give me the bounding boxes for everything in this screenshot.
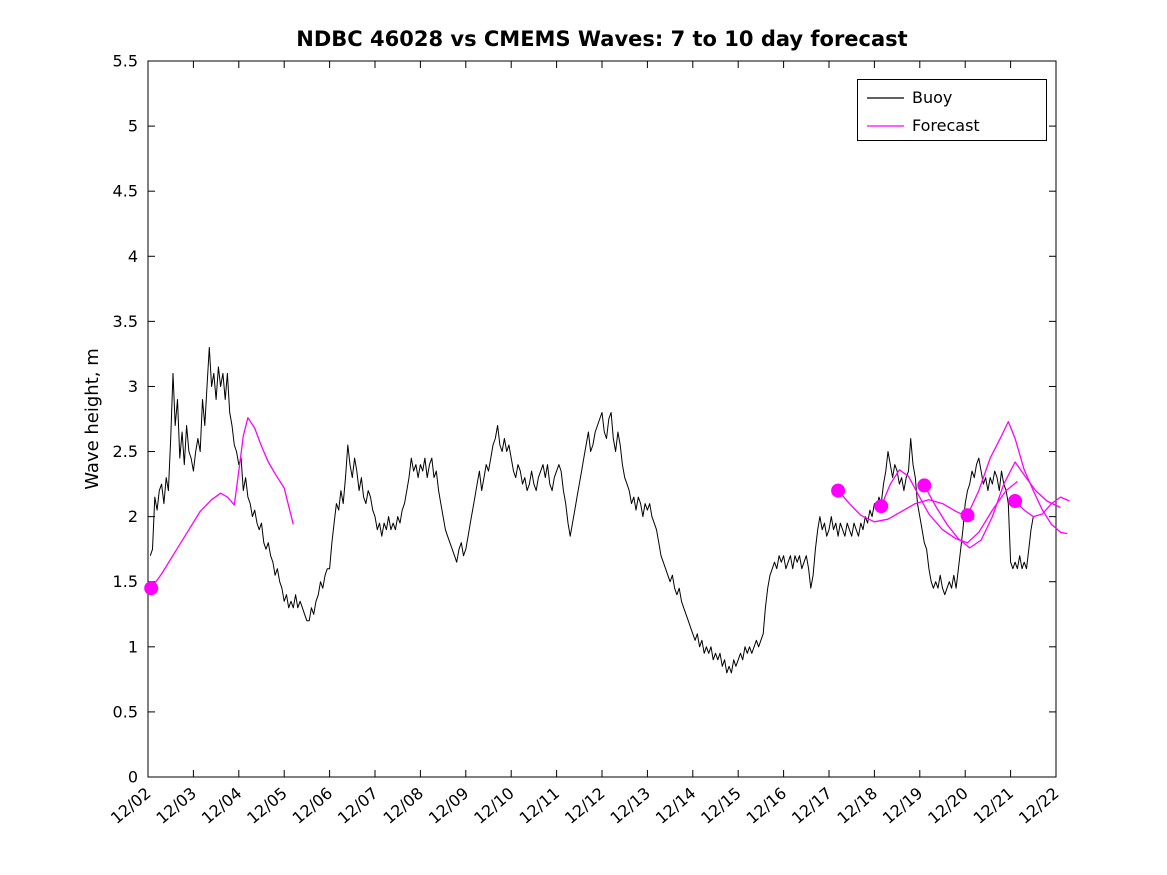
x-tick-label: 12/22 [1015, 784, 1063, 828]
x-tick-label: 12/08 [379, 784, 427, 828]
y-tick-label: 4.5 [113, 182, 138, 201]
plot-border [147, 60, 1057, 778]
forecast-start-marker [874, 499, 889, 514]
x-tick-label: 12/15 [697, 784, 745, 828]
forecast-start-marker [917, 478, 932, 493]
legend-forecast-label: Forecast [912, 116, 980, 135]
x-tick-label: 12/03 [152, 784, 200, 828]
y-tick-label: 3.5 [113, 312, 138, 331]
x-tick-label: 12/11 [516, 784, 564, 828]
y-tick-label: 3 [128, 377, 138, 396]
buoy-line [149, 346, 1034, 674]
forecast-line-segment [1014, 496, 1070, 518]
forecast-start-marker [144, 581, 159, 596]
x-tick-label: 12/20 [924, 784, 972, 828]
series-layer [144, 346, 1070, 674]
chart-title: NDBC 46028 vs CMEMS Waves: 7 to 10 day f… [296, 27, 907, 51]
y-tick-label: 5.5 [113, 52, 138, 71]
forecast-start-marker [831, 483, 846, 498]
x-tick-label: 12/09 [425, 784, 473, 828]
x-tick-label: 12/05 [243, 784, 291, 828]
axes-layer: 00.511.522.533.544.555.512/0212/0312/041… [107, 52, 1063, 828]
x-tick-label: 12/17 [788, 784, 836, 828]
forecast-line-segment [837, 490, 975, 523]
x-tick-label: 12/18 [833, 784, 881, 828]
x-tick-label: 12/14 [652, 784, 700, 828]
x-tick-label: 12/13 [606, 784, 654, 828]
legend: Buoy Forecast [857, 79, 1047, 141]
forecast-start-marker [960, 508, 975, 523]
x-tick-label: 12/16 [743, 784, 791, 828]
y-tick-label: 0 [128, 768, 138, 787]
forecast-line-segment [880, 469, 1018, 544]
x-tick-label: 12/10 [470, 784, 518, 828]
legend-buoy-label: Buoy [912, 88, 952, 107]
x-tick-label: 12/04 [198, 784, 246, 828]
y-tick-label: 2.5 [113, 442, 138, 461]
forecast-line-segment [966, 420, 1068, 535]
forecast-start-marker [1008, 494, 1023, 508]
x-tick-label: 12/21 [970, 784, 1018, 828]
x-tick-label: 12/07 [334, 784, 382, 828]
x-tick-label: 12/02 [107, 784, 155, 828]
y-axis-label: Wave height, m [82, 348, 103, 489]
y-tick-label: 2 [128, 507, 138, 526]
y-tick-label: 1.5 [113, 572, 138, 591]
x-tick-label: 12/12 [561, 784, 609, 828]
x-tick-label: 12/19 [879, 784, 927, 828]
y-tick-label: 5 [128, 117, 138, 136]
y-tick-label: 1 [128, 637, 138, 656]
forecast-line-segment [923, 461, 1061, 549]
x-tick-label: 12/06 [289, 784, 337, 828]
y-tick-label: 0.5 [113, 702, 138, 721]
y-tick-label: 4 [128, 247, 138, 266]
legend-box [857, 79, 1047, 141]
forecast-line-segment [150, 417, 294, 589]
